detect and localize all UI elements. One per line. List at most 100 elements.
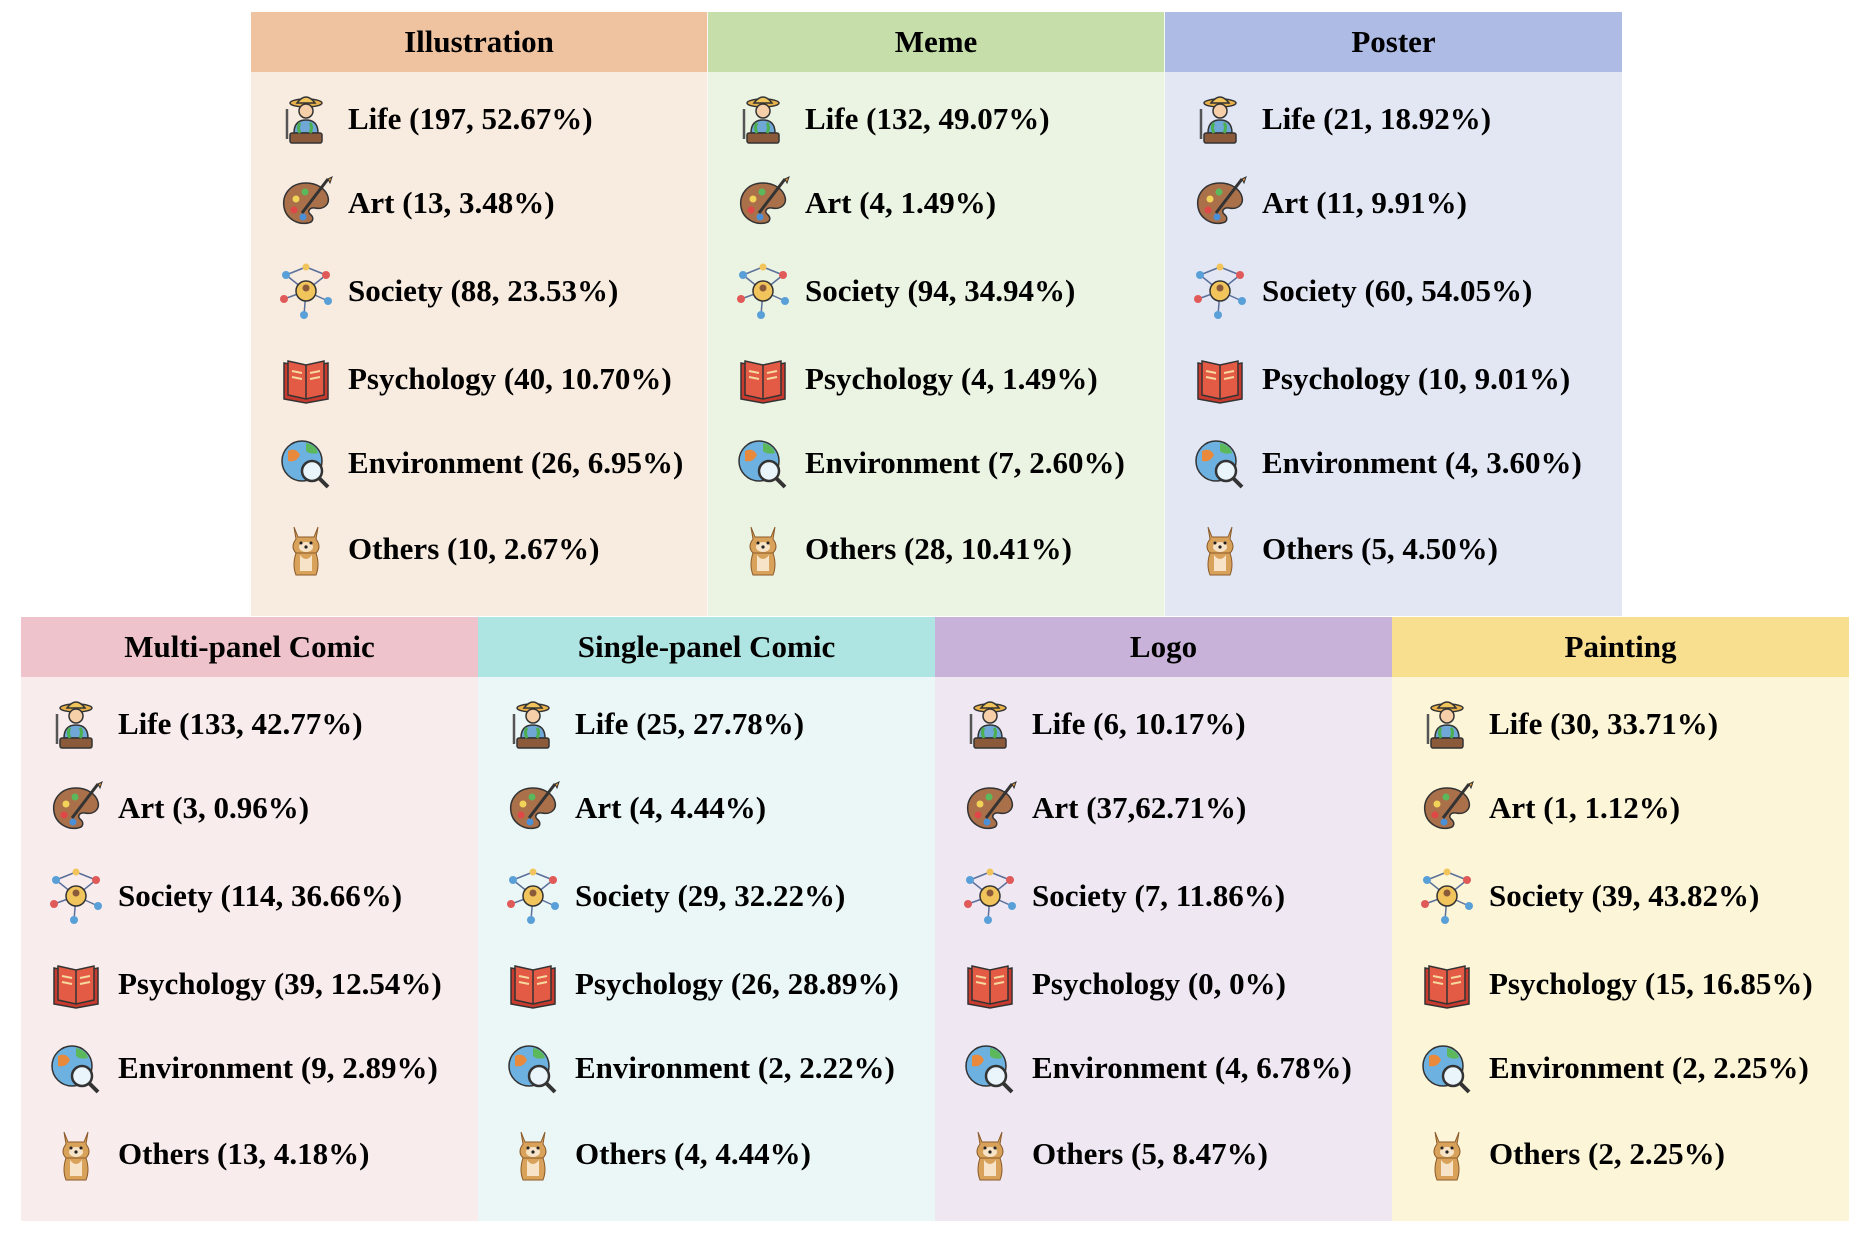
book-icon: [1415, 952, 1479, 1016]
top-panel-row: Illustration Life (197, 52.67%) Art (13, 3…: [251, 12, 1622, 616]
farmer-icon: [1415, 692, 1479, 756]
shiba-dog-icon: [731, 517, 795, 581]
category-label: Psychology (26, 28.89%): [575, 966, 899, 1001]
category-item: Others (4, 4.44%): [478, 1110, 935, 1198]
category-label: Art (11, 9.91%): [1262, 185, 1467, 220]
category-label: Life (197, 52.67%): [348, 101, 593, 136]
category-item: Environment (2, 2.25%): [1392, 1026, 1849, 1110]
category-item: Society (29, 32.22%): [478, 850, 935, 942]
category-item: Art (13, 3.48%): [251, 161, 707, 245]
panel-poster: Poster Life (21, 18.92%) Art (11, 9.91%) So…: [1165, 12, 1622, 616]
category-item: Art (37,62.71%): [935, 766, 1392, 850]
panel-body: Life (30, 33.71%) Art (1, 1.12%) Society (…: [1392, 677, 1849, 1221]
panel-header: Logo: [935, 617, 1392, 677]
category-item: Life (197, 52.67%): [251, 77, 707, 161]
category-item: Life (21, 18.92%): [1165, 77, 1622, 161]
category-label: Others (10, 2.67%): [348, 531, 600, 566]
shiba-dog-icon: [501, 1122, 565, 1186]
globe-magnifier-icon: [44, 1036, 108, 1100]
category-label: Psychology (39, 12.54%): [118, 966, 442, 1001]
category-label: Psychology (10, 9.01%): [1262, 361, 1571, 396]
farmer-icon: [44, 692, 108, 756]
category-label: Psychology (4, 1.49%): [805, 361, 1098, 396]
book-icon: [501, 952, 565, 1016]
category-label: Environment (26, 6.95%): [348, 445, 684, 480]
category-item: Others (10, 2.67%): [251, 505, 707, 593]
category-label: Society (88, 23.53%): [348, 273, 619, 308]
network-people-icon: [44, 864, 108, 928]
book-icon: [1188, 347, 1252, 411]
category-label: Life (25, 27.78%): [575, 706, 805, 741]
category-label: Environment (4, 6.78%): [1032, 1050, 1352, 1085]
category-label: Life (6, 10.17%): [1032, 706, 1246, 741]
category-item: Society (39, 43.82%): [1392, 850, 1849, 942]
category-item: Art (4, 1.49%): [708, 161, 1164, 245]
category-label: Art (3, 0.96%): [118, 790, 310, 825]
farmer-icon: [501, 692, 565, 756]
panel-multi-panel-comic: Multi-panel Comic Life (133, 42.77%) Art (…: [21, 617, 478, 1221]
category-label: Society (7, 11.86%): [1032, 878, 1286, 913]
category-item: Society (88, 23.53%): [251, 245, 707, 337]
category-label: Environment (2, 2.25%): [1489, 1050, 1809, 1085]
shiba-dog-icon: [274, 517, 338, 581]
category-label: Psychology (40, 10.70%): [348, 361, 672, 396]
category-label: Society (114, 36.66%): [118, 878, 403, 913]
bottom-panel-row: Multi-panel Comic Life (133, 42.77%) Art (…: [21, 617, 1849, 1221]
category-label: Art (13, 3.48%): [348, 185, 555, 220]
globe-magnifier-icon: [958, 1036, 1022, 1100]
category-label: Psychology (15, 16.85%): [1489, 966, 1813, 1001]
book-icon: [274, 347, 338, 411]
category-label: Environment (2, 2.22%): [575, 1050, 895, 1085]
palette-icon: [44, 776, 108, 840]
panel-header: Single-panel Comic: [478, 617, 935, 677]
globe-magnifier-icon: [274, 431, 338, 495]
panel-header: Multi-panel Comic: [21, 617, 478, 677]
category-label: Life (133, 42.77%): [118, 706, 363, 741]
category-item: Psychology (0, 0%): [935, 942, 1392, 1026]
category-label: Life (30, 33.71%): [1489, 706, 1719, 741]
category-item: Psychology (40, 10.70%): [251, 337, 707, 421]
shiba-dog-icon: [1188, 517, 1252, 581]
category-label: Art (4, 1.49%): [805, 185, 997, 220]
category-item: Environment (9, 2.89%): [21, 1026, 478, 1110]
category-label: Others (2, 2.25%): [1489, 1136, 1725, 1171]
category-item: Society (60, 54.05%): [1165, 245, 1622, 337]
panel-single-panel-comic: Single-panel Comic Life (25, 27.78%) Art (…: [478, 617, 935, 1221]
panel-logo: Logo Life (6, 10.17%) Art (37,62.71%) Socie…: [935, 617, 1392, 1221]
globe-magnifier-icon: [731, 431, 795, 495]
category-item: Life (30, 33.71%): [1392, 682, 1849, 766]
globe-magnifier-icon: [1415, 1036, 1479, 1100]
network-people-icon: [1415, 864, 1479, 928]
category-item: Environment (2, 2.22%): [478, 1026, 935, 1110]
palette-icon: [731, 171, 795, 235]
network-people-icon: [274, 259, 338, 323]
category-label: Art (4, 4.44%): [575, 790, 767, 825]
panel-meme: Meme Life (132, 49.07%) Art (4, 1.49%) Soci…: [708, 12, 1165, 616]
globe-magnifier-icon: [1188, 431, 1252, 495]
panel-header: Meme: [708, 12, 1164, 72]
category-item: Life (132, 49.07%): [708, 77, 1164, 161]
book-icon: [731, 347, 795, 411]
category-item: Life (25, 27.78%): [478, 682, 935, 766]
category-label: Others (5, 4.50%): [1262, 531, 1498, 566]
category-item: Psychology (26, 28.89%): [478, 942, 935, 1026]
category-label: Art (1, 1.12%): [1489, 790, 1681, 825]
category-label: Society (39, 43.82%): [1489, 878, 1760, 913]
category-item: Art (11, 9.91%): [1165, 161, 1622, 245]
panel-painting: Painting Life (30, 33.71%) Art (1, 1.12%) S…: [1392, 617, 1849, 1221]
category-item: Others (2, 2.25%): [1392, 1110, 1849, 1198]
category-item: Society (114, 36.66%): [21, 850, 478, 942]
category-label: Others (13, 4.18%): [118, 1136, 370, 1171]
category-item: Art (4, 4.44%): [478, 766, 935, 850]
book-icon: [958, 952, 1022, 1016]
category-item: Psychology (15, 16.85%): [1392, 942, 1849, 1026]
network-people-icon: [958, 864, 1022, 928]
shiba-dog-icon: [958, 1122, 1022, 1186]
farmer-icon: [731, 87, 795, 151]
category-item: Psychology (39, 12.54%): [21, 942, 478, 1026]
shiba-dog-icon: [44, 1122, 108, 1186]
book-icon: [44, 952, 108, 1016]
palette-icon: [501, 776, 565, 840]
category-label: Life (21, 18.92%): [1262, 101, 1492, 136]
category-label: Others (28, 10.41%): [805, 531, 1072, 566]
